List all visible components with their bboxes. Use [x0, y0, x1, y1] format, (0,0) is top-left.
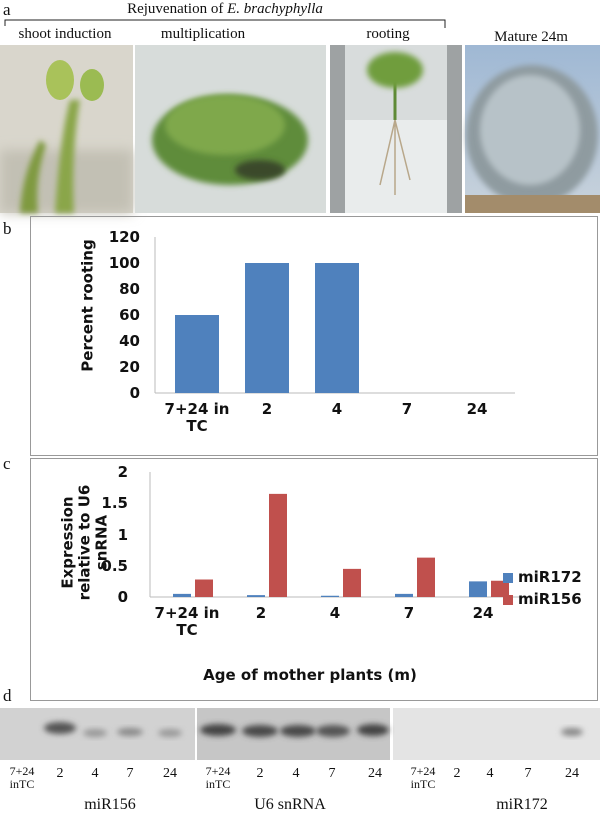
panel-label: d — [3, 686, 12, 705]
bar — [343, 568, 361, 597]
y-tick-label: 120 — [108, 228, 140, 246]
panel-c-frame — [30, 458, 598, 701]
lane-label: 7 — [126, 766, 134, 781]
lane-label: 2 — [256, 766, 264, 781]
x-tick-label: 24 — [472, 604, 494, 622]
y-tick-label: 0.5 — [101, 556, 128, 575]
lane-label: 4 — [292, 766, 300, 781]
bar — [395, 593, 413, 597]
lane-label: 7+24 inTC — [205, 764, 231, 791]
legend-label: miR172 — [518, 568, 582, 586]
blot-label: miR172 — [496, 796, 548, 813]
lane-label: 7+24 inTC — [410, 764, 436, 791]
bar — [417, 557, 435, 597]
bar — [175, 315, 219, 393]
panel-b-frame — [30, 216, 598, 456]
legend-swatch — [503, 573, 513, 583]
x-tick-label: 24 — [466, 400, 488, 418]
bar — [195, 579, 213, 597]
photo-rooting — [330, 45, 462, 213]
y-tick-label: 80 — [119, 280, 140, 298]
y-tick-label: 60 — [119, 306, 140, 324]
panel-label: a — [3, 0, 11, 19]
lane-label: 7+24 inTC — [9, 764, 35, 791]
y-tick-label: 40 — [119, 332, 140, 350]
bar — [269, 493, 287, 597]
panel-label: b — [3, 219, 12, 238]
photo-mature — [465, 45, 600, 213]
lane-label: 7 — [328, 766, 336, 781]
lane-label: 24 — [565, 766, 579, 781]
blot-label: U6 snRNA — [254, 796, 326, 813]
bar — [315, 263, 359, 393]
lane-label: 4 — [486, 766, 494, 781]
bar — [469, 581, 487, 597]
photo-shoot-induction — [0, 45, 133, 213]
bar — [247, 595, 265, 597]
panel-title: Rejuvenation of E. brachyphylla — [75, 1, 375, 18]
photo-caption: Mature 24m — [494, 29, 568, 45]
lane-label: 2 — [56, 766, 64, 781]
lane-label: 24 — [368, 766, 382, 781]
photo-caption: shoot induction — [18, 26, 112, 42]
x-tick-label: 4 — [331, 400, 343, 418]
northern-blots — [0, 708, 600, 760]
y-axis-title: Percent rooting — [78, 239, 97, 372]
y-tick-label: 100 — [108, 254, 140, 272]
bar — [321, 595, 339, 597]
photo-caption: rooting — [366, 26, 410, 42]
lane-label: 2 — [453, 766, 461, 781]
panel-label: c — [3, 454, 11, 473]
bar — [245, 263, 289, 393]
lane-label: 4 — [91, 766, 99, 781]
x-tick-label: 2 — [255, 604, 267, 622]
x-tick-label: 7 — [401, 400, 413, 418]
y-tick-label: 1.5 — [101, 494, 128, 513]
x-tick-label: 7+24 in TC — [154, 604, 220, 639]
y-tick-label: 20 — [119, 358, 140, 376]
bar — [491, 580, 509, 597]
x-tick-label: 7+24 in TC — [164, 400, 230, 435]
legend-label: miR156 — [518, 590, 582, 608]
title-species: E. brachyphylla — [227, 1, 323, 17]
x-tick-label: 7 — [403, 604, 415, 622]
title-prefix: Rejuvenation of — [127, 1, 228, 17]
lane-label: 7 — [524, 766, 532, 781]
blot-label: miR156 — [84, 796, 136, 813]
y-tick-label: 0 — [129, 384, 140, 402]
x-tick-label: 2 — [261, 400, 273, 418]
bracket — [4, 19, 446, 28]
photo-multiplication — [135, 45, 326, 213]
photo-caption: multiplication — [160, 26, 246, 42]
legend-swatch — [503, 595, 513, 605]
y-tick-label: 0 — [117, 588, 128, 606]
y-axis-title: Expression relative to U6 snRNA — [58, 484, 111, 601]
bar — [173, 593, 191, 597]
y-tick-label: 2 — [117, 463, 128, 481]
x-axis-title: Age of mother plants (m) — [203, 666, 417, 684]
lane-label: 24 — [163, 766, 177, 781]
y-tick-label: 1 — [117, 525, 128, 544]
x-tick-label: 4 — [329, 604, 341, 622]
